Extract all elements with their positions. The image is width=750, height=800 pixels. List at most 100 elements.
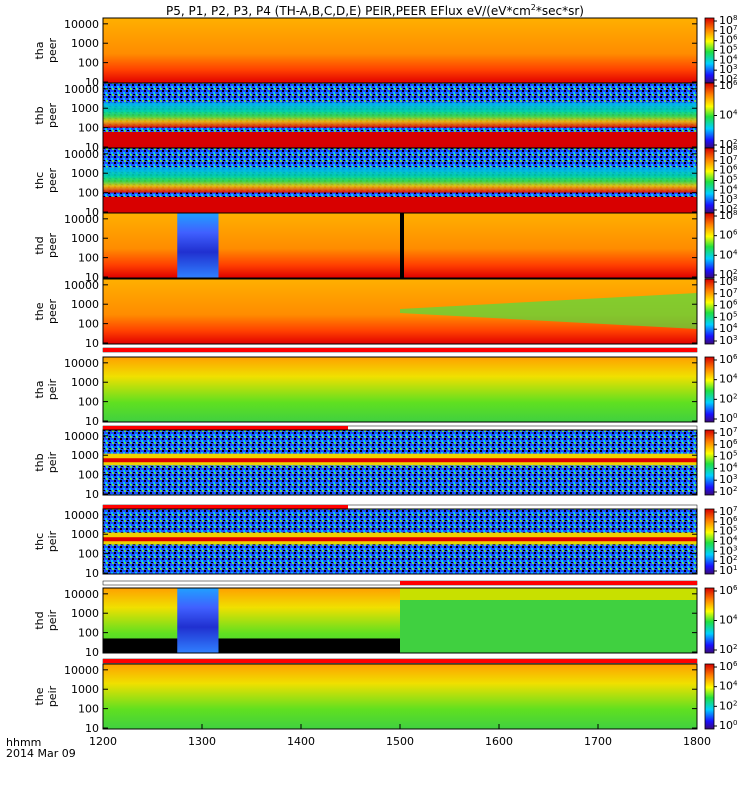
y-tick-label: 100 [78,396,99,409]
no-data-region [103,638,400,653]
colorbar-tick-label: 102 [719,699,737,712]
y-tick-label: 10000 [64,148,99,161]
panel-species-label: peer [46,299,59,325]
colorbar-tick-label: 105 [719,310,737,323]
y-tick-label: 100 [78,187,99,200]
colorbar-tick-label: 106 [719,584,738,597]
colorbar-tick-label: 103 [719,334,737,347]
colorbar-tick-label: 103 [719,63,737,76]
colorbar-tick-label: 106 [719,79,738,92]
panel-species-label: peir [46,530,59,552]
panel-species-label: peer [46,233,59,259]
y-tick-label: 1000 [71,37,99,50]
panel-species-label: peir [46,685,59,707]
depletion-region [177,588,219,653]
y-tick-label: 10000 [64,213,99,226]
panel-thb-peer: 10000 1000 100 10 thb peer 102 104 106 [33,79,738,154]
panel-frame [102,212,698,279]
y-tick-label: 10 [85,646,99,659]
x-tick-label: 1400 [287,735,315,748]
y-tick-label: 10000 [64,430,99,443]
x-tick-label: 1700 [584,735,612,748]
y-tick-label: 10000 [64,18,99,31]
colorbar-tick-label: 102 [719,554,737,567]
y-tick-label: 1000 [71,683,99,696]
colorbar-tick-label: 104 [719,109,738,122]
x-tick-label: 1200 [89,735,117,748]
colorbar-tick-label: 108 [719,14,737,27]
y-tick-label: 1000 [71,449,99,462]
energy-line [103,537,697,542]
panel-probe-label: thb [33,453,46,471]
status-bar-flag [103,426,348,430]
colorbar-tick-label: 104 [719,614,738,627]
y-tick-label: 1000 [71,376,99,389]
panel-thd-peer: 10000 1000 100 10 thd peer 102 104 106 108 [33,209,738,284]
colorbar-tick-label: 107 [719,154,737,167]
y-tick-label: 10 [85,488,99,501]
y-tick-label: 1000 [71,298,99,311]
panel-probe-label: tha [33,41,46,59]
depletion-region [177,213,219,278]
panel-probe-label: thb [33,106,46,124]
date-label: 2014 Mar 09 [6,747,76,760]
y-tick-label: 10 [85,271,99,284]
colorbar-tick-label: 105 [719,174,737,187]
colorbar-tick-label: 102 [719,392,737,405]
colorbar-tick-label: 108 [719,144,737,157]
colorbar-tick-label: 104 [719,248,738,261]
panel-species-label: peir [46,609,59,631]
spectrogram-area [103,664,697,729]
y-tick-label: 10 [85,141,99,154]
y-tick-label: 10000 [64,664,99,677]
y-tick-label: 100 [78,122,99,135]
colorbar [704,147,715,214]
spectrogram-area [103,357,697,422]
y-tick-label: 100 [78,703,99,716]
panel-species-label: peer [46,103,59,129]
spectrogram-area [103,18,697,83]
x-tick-label: 1600 [485,735,513,748]
y-tick-label: 10 [85,76,99,89]
colorbar-tick-label: 106 [719,660,738,673]
panel-the-peir: 10000 1000 100 10 the peir 100 102 104 106 [33,660,738,735]
panel-tha-peir: 10000 1000 100 10 tha peir 100 102 104 106 [33,353,738,428]
colorbar [704,278,715,345]
colorbar-tick-label: 101 [719,564,737,577]
colorbar-tick-label: 103 [719,473,737,486]
panel-probe-label: thd [33,236,46,254]
colorbar-tick-label: 107 [719,426,737,439]
panel-frame [102,587,698,654]
colorbar-tick-label: 102 [719,485,737,498]
status-bar-flag [103,659,697,663]
y-tick-label: 10000 [64,357,99,370]
colorbar [704,212,715,279]
energy-line [103,458,697,463]
y-tick-label: 10 [85,206,99,219]
status-bar-flag [103,348,697,352]
colorbar-tick-label: 102 [719,73,737,86]
panel-thd-peir: 10000 1000 100 10 thd peir 102 104 106 [33,584,738,659]
x-axis-label: hhmm [6,736,42,749]
colorbar [704,82,715,149]
panel-frame [102,278,698,345]
low-energy-band [103,131,697,148]
panel-species-label: peir [46,451,59,473]
colorbar [704,17,715,84]
y-tick-label: 100 [78,627,99,640]
colorbar [704,508,715,575]
x-tick-label: 1500 [386,735,414,748]
colorbar-tick-label: 102 [719,138,737,151]
panel-species-label: peer [46,168,59,194]
spectrogram-top [400,588,697,600]
colorbar-tick-label: 108 [719,209,737,222]
colorbar-tick-label: 107 [719,287,737,300]
x-tick-label: 1300 [188,735,216,748]
colorbar-tick-label: 100 [719,412,737,425]
x-tick-label: 1800 [683,735,711,748]
